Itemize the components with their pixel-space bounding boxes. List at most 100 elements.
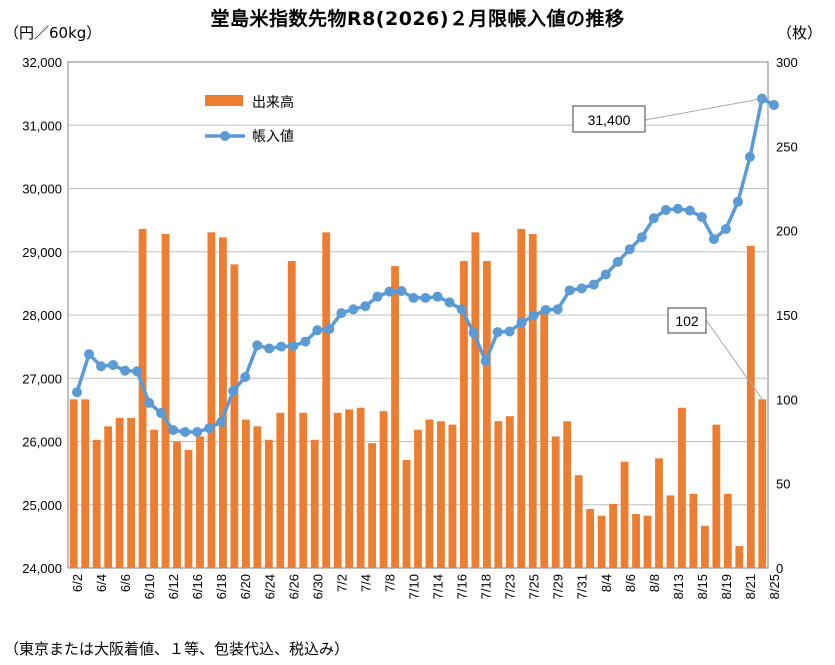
- settlement-price-point: [300, 336, 311, 347]
- x-axis-tick-label: 8/6: [623, 574, 638, 592]
- settlement-price-line: [75, 96, 775, 434]
- volume-bar: [723, 493, 732, 568]
- volume-bar: [712, 424, 721, 568]
- settlement-price-point: [468, 327, 479, 338]
- volume-bar: [310, 439, 319, 568]
- callout-label-volume: 102: [675, 313, 699, 329]
- volume-bar: [460, 261, 468, 568]
- settlement-price-point: [336, 308, 347, 319]
- left-axis-tick-label: 29,000: [22, 245, 62, 260]
- volume-bar: [620, 461, 629, 568]
- settlement-price-point: [576, 283, 587, 294]
- settlement-price-point: [444, 297, 455, 308]
- x-axis-tick-label: 7/31: [575, 574, 590, 599]
- settlement-price-point: [696, 211, 707, 222]
- right-axis-tick-label: 250: [776, 139, 798, 154]
- volume-bar: [230, 264, 239, 568]
- volume-bar: [700, 525, 709, 568]
- volume-bar: [173, 441, 181, 568]
- volume-bar: [138, 228, 147, 569]
- settlement-price-point: [600, 269, 611, 280]
- volume-bar: [356, 407, 365, 568]
- x-axis-tick-label: 6/6: [118, 574, 133, 592]
- settlement-price-point: [120, 365, 131, 376]
- volume-bar: [758, 399, 767, 568]
- volume-bar: [551, 436, 560, 568]
- volume-bar: [517, 228, 526, 569]
- x-axis-tick-label: 8/13: [671, 574, 686, 599]
- volume-bar: [253, 426, 262, 568]
- settlement-price-point: [732, 196, 743, 207]
- x-axis-tick-label: 6/30: [310, 574, 325, 599]
- volume-bar: [322, 232, 331, 568]
- settlement-price-point: [324, 323, 335, 334]
- settlement-price-point: [684, 205, 695, 216]
- volume-bar: [746, 245, 755, 568]
- settlement-price-point: [672, 203, 683, 214]
- settlement-price-point: [552, 304, 563, 315]
- settlement-price-point: [396, 285, 407, 296]
- callout-leader-volume: [705, 319, 763, 400]
- volume-bar: [678, 407, 686, 568]
- volume-bar: [505, 416, 514, 568]
- x-axis-tick-label: 7/2: [334, 574, 349, 592]
- left-axis-tick-label: 31,000: [22, 118, 62, 133]
- x-axis-tick-label: 6/18: [214, 574, 229, 599]
- volume-bar: [69, 399, 78, 568]
- settlement-price-point: [204, 423, 215, 434]
- x-axis-tick-label: 8/4: [599, 574, 614, 592]
- settlement-price-point: [456, 304, 467, 315]
- volume-bar: [402, 460, 411, 568]
- callout-box-volume: [667, 307, 707, 334]
- settlement-price-point: [180, 427, 191, 438]
- left-axis-tick-label: 30,000: [22, 182, 62, 197]
- settlement-price-point: [276, 341, 287, 352]
- x-axis-tick-label: 7/16: [455, 574, 470, 599]
- volume-bar: [655, 458, 663, 568]
- settlement-price-point: [612, 256, 623, 267]
- volume-bar: [597, 515, 606, 568]
- settlement-price-point: [372, 291, 383, 302]
- volume-bar: [299, 412, 308, 568]
- x-axis-tick-label: 6/26: [286, 574, 301, 599]
- volume-bar: [81, 399, 90, 568]
- x-axis-tick-label: 7/23: [503, 574, 518, 599]
- x-axis-tick-label: 6/4: [94, 574, 109, 592]
- x-axis-tick-label: 6/10: [142, 574, 157, 599]
- settlement-price-point: [228, 385, 239, 396]
- x-axis-tick-label: 7/25: [527, 574, 542, 599]
- left-axis-tick-label: 28,000: [22, 308, 62, 323]
- settlement-price-point: [384, 286, 395, 297]
- left-axis-tick-label: 25,000: [22, 498, 62, 513]
- volume-bar: [448, 424, 457, 568]
- volume-bar: [115, 417, 124, 568]
- volume-bar: [666, 495, 675, 568]
- volume-bar: [437, 421, 445, 568]
- left-axis-unit: （円／60kg）: [4, 24, 102, 42]
- left-axis-tick-label: 24,000: [22, 561, 62, 576]
- volume-bar: [689, 493, 698, 568]
- volume-bar: [586, 508, 595, 568]
- settlement-price-point: [192, 427, 203, 438]
- volume-bar: [643, 515, 652, 568]
- settlement-price-point: [108, 359, 119, 370]
- settlement-price-point: [84, 349, 95, 360]
- x-axis-tick-label: 8/8: [647, 574, 662, 592]
- x-axis-tick-label: 6/16: [190, 574, 205, 599]
- x-axis-tick-label: 8/19: [719, 574, 734, 599]
- callout-leader-price: [644, 98, 763, 121]
- x-axis-tick-label: 6/12: [166, 574, 181, 599]
- right-axis-tick-label: 0: [776, 561, 783, 576]
- settlement-price-point: [769, 100, 779, 111]
- x-axis-tick-label: 8/15: [695, 574, 710, 599]
- right-axis-unit: （枚）: [777, 24, 823, 42]
- volume-bar: [563, 421, 572, 568]
- right-axis-tick-label: 150: [776, 308, 798, 323]
- settlement-price-point: [504, 326, 515, 337]
- volume-bar: [391, 266, 399, 568]
- legend-label-price: 帳入値: [252, 129, 294, 145]
- settlement-price-point: [660, 205, 671, 216]
- volume-bar: [264, 439, 273, 568]
- right-axis-tick-label: 50: [776, 477, 790, 492]
